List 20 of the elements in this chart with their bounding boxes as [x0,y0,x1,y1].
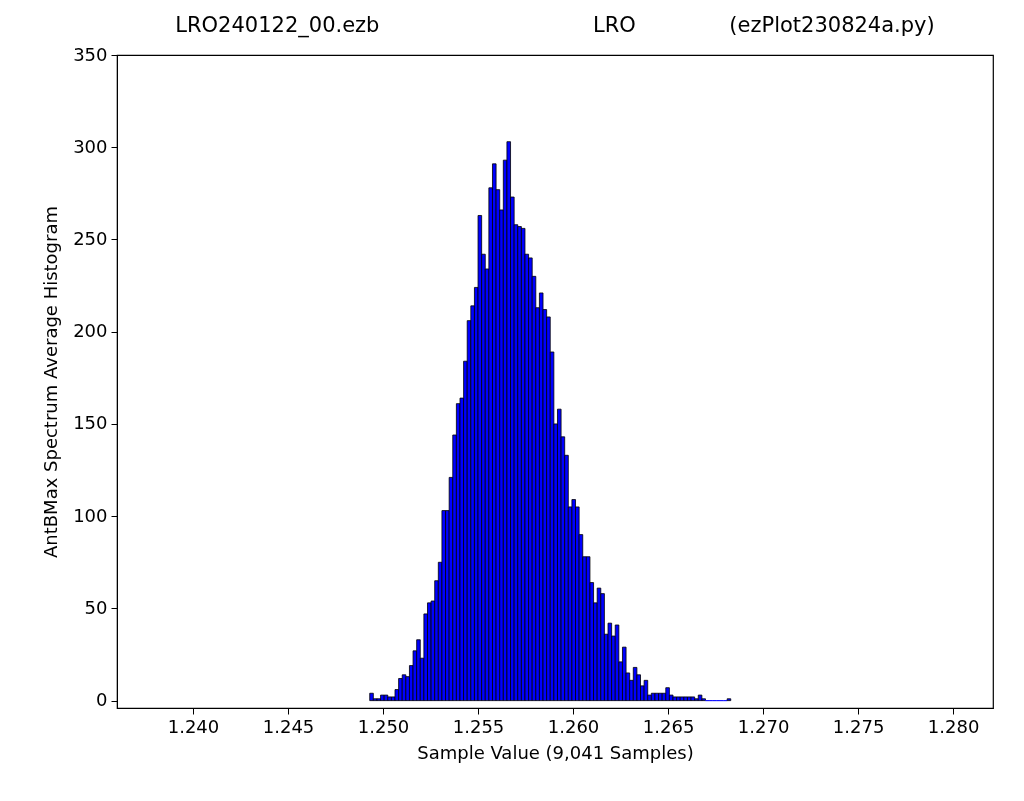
y-tick-label: 0 [96,689,108,711]
x-tick-label: 1.260 [547,715,600,737]
y-tick-label: 200 [73,320,108,342]
x-tick-label: 1.240 [167,715,220,737]
x-tick-label: 1.270 [737,715,790,737]
y-tick-label: 250 [73,227,108,249]
x-tick-label: 1.255 [452,715,505,737]
y-tick-label: 300 [73,135,108,157]
x-tick-label: 1.245 [262,715,315,737]
x-tick-label: 1.250 [357,715,410,737]
x-tick-label: 1.280 [927,715,980,737]
x-tick-label: 1.265 [642,715,695,737]
x-axis-title: Sample Value (9,041 Samples) [417,741,694,763]
y-tick-label: 350 [73,43,108,65]
y-tick-label: 50 [84,596,108,618]
y-tick-label: 150 [73,412,108,434]
chart-title: LRO240122_00.ezb LRO (ezPlot230824a.py) [175,13,935,38]
y-tick-label: 100 [73,504,108,526]
y-axis-title: AntBMax Spectrum Average Histogram [40,205,62,559]
x-tick-label: 1.275 [832,715,885,737]
